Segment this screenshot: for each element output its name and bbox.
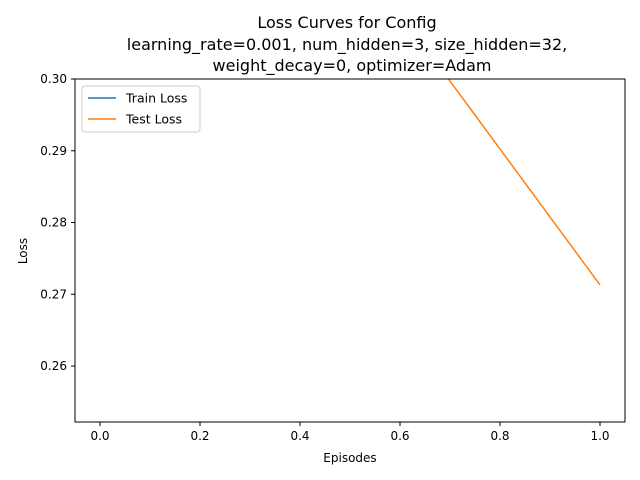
x-tick-label: 0.6 <box>390 429 409 443</box>
x-tick-label: 0.2 <box>190 429 209 443</box>
legend-label-train-loss: Train Loss <box>125 91 187 106</box>
y-tick-label: 0.28 <box>40 216 67 230</box>
y-tick-label: 0.26 <box>40 359 67 373</box>
x-axis-label: Episodes <box>323 451 376 465</box>
chart-title-line-2: learning_rate=0.001, num_hidden=3, size_… <box>127 35 567 55</box>
x-tick-label: 1.0 <box>590 429 609 443</box>
x-tick-label: 0.4 <box>290 429 309 443</box>
chart-title-line-3: weight_decay=0, optimizer=Adam <box>213 56 492 76</box>
series-line-test-loss <box>447 79 601 286</box>
legend-label-test-loss: Test Loss <box>125 112 182 127</box>
x-axis: 0.0 0.2 0.4 0.6 0.8 1.0 <box>90 422 610 443</box>
y-tick-label: 0.30 <box>40 72 67 86</box>
x-tick-label: 0.0 <box>90 429 109 443</box>
y-tick-label: 0.27 <box>40 287 67 301</box>
y-tick-label: 0.29 <box>40 144 67 158</box>
y-axis-label: Loss <box>16 238 30 264</box>
legend: Train Loss Test Loss <box>81 85 201 133</box>
plot-frame <box>74 78 626 423</box>
y-axis: 0.26 0.27 0.28 0.29 0.30 <box>40 72 75 373</box>
chart-title-line-1: Loss Curves for Config <box>257 13 436 32</box>
x-tick-label: 0.8 <box>490 429 509 443</box>
series-layer <box>447 79 601 286</box>
